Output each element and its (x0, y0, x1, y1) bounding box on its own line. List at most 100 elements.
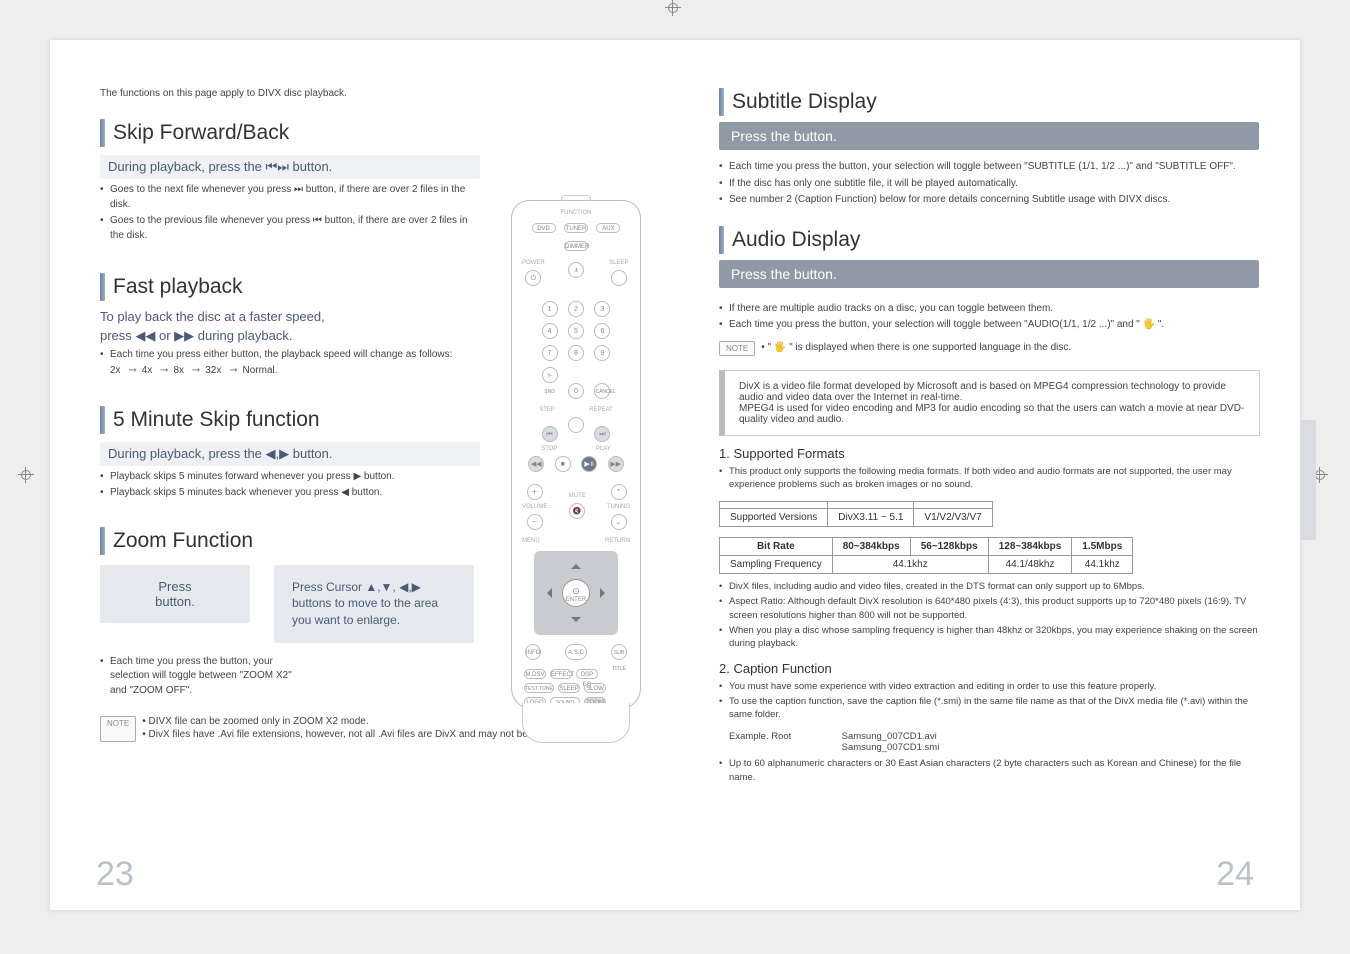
list-item: When you play a disc whose sampling freq… (719, 624, 1259, 651)
remote-label: FUNCTION (522, 210, 630, 216)
speed-item: 32x (205, 365, 221, 376)
table-cell: V1/V2/V3/V7 (914, 509, 992, 527)
caption-example: Example. Root Samsung_007CD1.avi Samsung… (729, 731, 1260, 753)
crop-mark-left (18, 467, 38, 487)
section-title-text: 5 Minute Skip function (113, 408, 320, 432)
list-item: You must have some experience with video… (719, 680, 1259, 693)
remote-btn (568, 417, 584, 433)
supported-versions-table: Supported Versions DivX3.11 ~ 5.1 V1/V2/… (719, 501, 993, 527)
subtitle-instruction: Press the button. (719, 122, 1259, 150)
remote-btn: DVD (532, 223, 556, 233)
speed-item: 8x (173, 365, 184, 376)
section-audio-display: Audio Display (719, 226, 1260, 254)
zoom-card-cursor: Press Cursor ▲,▼, ◀,▶ buttons to move to… (274, 565, 474, 643)
remote-skip-next: ⏭ (594, 426, 610, 442)
crop-mark-top (665, 0, 685, 20)
caption-function-heading: 2. Caption Function (719, 661, 1260, 676)
zoom-card-line: Press (118, 579, 232, 594)
remote-num: 0 (568, 383, 584, 399)
remote-play: ▶॥ (581, 456, 597, 472)
remote-dpad: ⊙ENTER (534, 551, 618, 635)
remote-stop: ■ (555, 456, 571, 472)
remote-num: 8 (568, 345, 584, 361)
tuning-up-icon: ⌃ (611, 484, 627, 500)
side-tab (1300, 420, 1316, 540)
zoom-card-line: button. (118, 594, 232, 609)
remote-rewind: ◀◀ (528, 456, 544, 472)
audio-bullets: If there are multiple audio tracks on a … (719, 302, 1259, 333)
section-skip-forward-back: Skip Forward/Back (100, 119, 635, 147)
table-cell: 128~384kbps (988, 538, 1072, 556)
list-item: Up to 60 alphanumeric characters or 30 E… (719, 757, 1259, 784)
skip-instruction: During playback, press the ⏮⏭ button. (100, 155, 480, 179)
list-item: Each time you press the button, your sel… (100, 655, 310, 699)
remote-label: STOP (541, 446, 557, 452)
remote-forward: ▶▶ (608, 456, 624, 472)
section-title-text: Zoom Function (113, 529, 253, 553)
note-badge: NOTE (719, 341, 755, 356)
audio-instruction: Press the button. (719, 260, 1259, 288)
remote-btn: DSP EQ (576, 669, 598, 679)
remote-label: POWER (522, 260, 545, 266)
audio-note-row: NOTE • " 🖐 " is displayed when there is … (719, 341, 1260, 356)
fast-bullets: Each time you press either button, the p… (100, 348, 480, 363)
table-cell: 44.1khz (832, 556, 988, 574)
remote-btn: ± (568, 262, 584, 278)
formats-intro-bullets: This product only supports the following… (719, 465, 1259, 492)
five-instruction: During playback, press the ◀,▶ button. (100, 442, 480, 466)
table-cell: DivX3.11 ~ 5.1 (828, 509, 914, 527)
note-line: • " 🖐 " is displayed when there is one s… (761, 342, 1071, 353)
section-title-text: Subtitle Display (732, 90, 877, 114)
remote-num: 3 (594, 301, 610, 317)
list-item: See number 2 (Caption Function) below fo… (719, 193, 1259, 208)
list-item: Goes to the previous file whenever you p… (100, 214, 480, 243)
section-title-text: Fast playback (113, 275, 243, 299)
remote-num: 1 (542, 301, 558, 317)
supported-formats-heading: 1. Supported Formats (719, 446, 1260, 461)
remote-num: 5 (568, 323, 584, 339)
remote-num: 4 (542, 323, 558, 339)
table-cell: 44.1khz (1072, 556, 1133, 574)
remote-label: RETURN (605, 538, 630, 544)
remote-btn: INFO (525, 644, 541, 660)
mute-icon: 🔇 (569, 503, 585, 519)
speed-item: 4x (142, 365, 153, 376)
enter-button: ⊙ENTER (562, 579, 590, 607)
page-spread: The functions on this page apply to DIVX… (50, 40, 1300, 910)
section-title-text: Audio Display (732, 228, 860, 252)
remote-btn: M.DSV (524, 669, 546, 679)
remote-btn: TEST TONE (524, 683, 554, 693)
speed-item: 2x (110, 365, 121, 376)
remote-btn: V-SND (542, 367, 558, 383)
tuning-down-icon: ⌄ (611, 514, 627, 530)
table-cell: Sampling Frequency (720, 556, 833, 574)
list-item: Playback skips 5 minutes back whenever y… (100, 486, 480, 501)
volume-down-icon: － (527, 514, 543, 530)
intro-note: The functions on this page apply to DIVX… (100, 88, 635, 99)
list-item: Each time you press the button, your sel… (719, 318, 1259, 333)
zoom-bullets: Each time you press the button, your sel… (100, 655, 310, 699)
list-item: If there are multiple audio tracks on a … (719, 302, 1259, 317)
caption-bullets-2: Up to 60 alphanumeric characters or 30 E… (719, 757, 1259, 784)
remote-label: PLAY (596, 446, 611, 452)
list-item: To use the caption function, save the ca… (719, 695, 1259, 722)
power-icon: ⏻ (525, 270, 541, 286)
list-item: DivX files, including audio and video fi… (719, 580, 1259, 593)
remote-btn: SLEEP (558, 683, 580, 693)
remote-label: SLEEP (608, 260, 630, 266)
remote-btn: AUX (596, 223, 620, 233)
remote-label: MENU (522, 538, 540, 544)
list-item: This product only supports the following… (719, 465, 1259, 492)
remote-btn: EFFECT (550, 669, 572, 679)
five-bullets: Playback skips 5 minutes forward wheneve… (100, 470, 480, 501)
remote-control-illustration: FUNCTION DVD TUNER AUX DIMMER POWER ⏻ ± … (511, 200, 641, 710)
remote-label: STEP (539, 407, 555, 413)
remote-btn: SLOW (584, 683, 606, 693)
remote-btn (611, 270, 627, 286)
remote-label: MUTE (566, 493, 588, 499)
zoom-card-press: Press button. (100, 565, 250, 623)
list-item: Each time you press either button, the p… (100, 348, 480, 363)
section-title-text: Skip Forward/Back (113, 121, 289, 145)
table-cell: 1.5Mbps (1072, 538, 1133, 556)
table-cell: 44.1/48khz (988, 556, 1072, 574)
